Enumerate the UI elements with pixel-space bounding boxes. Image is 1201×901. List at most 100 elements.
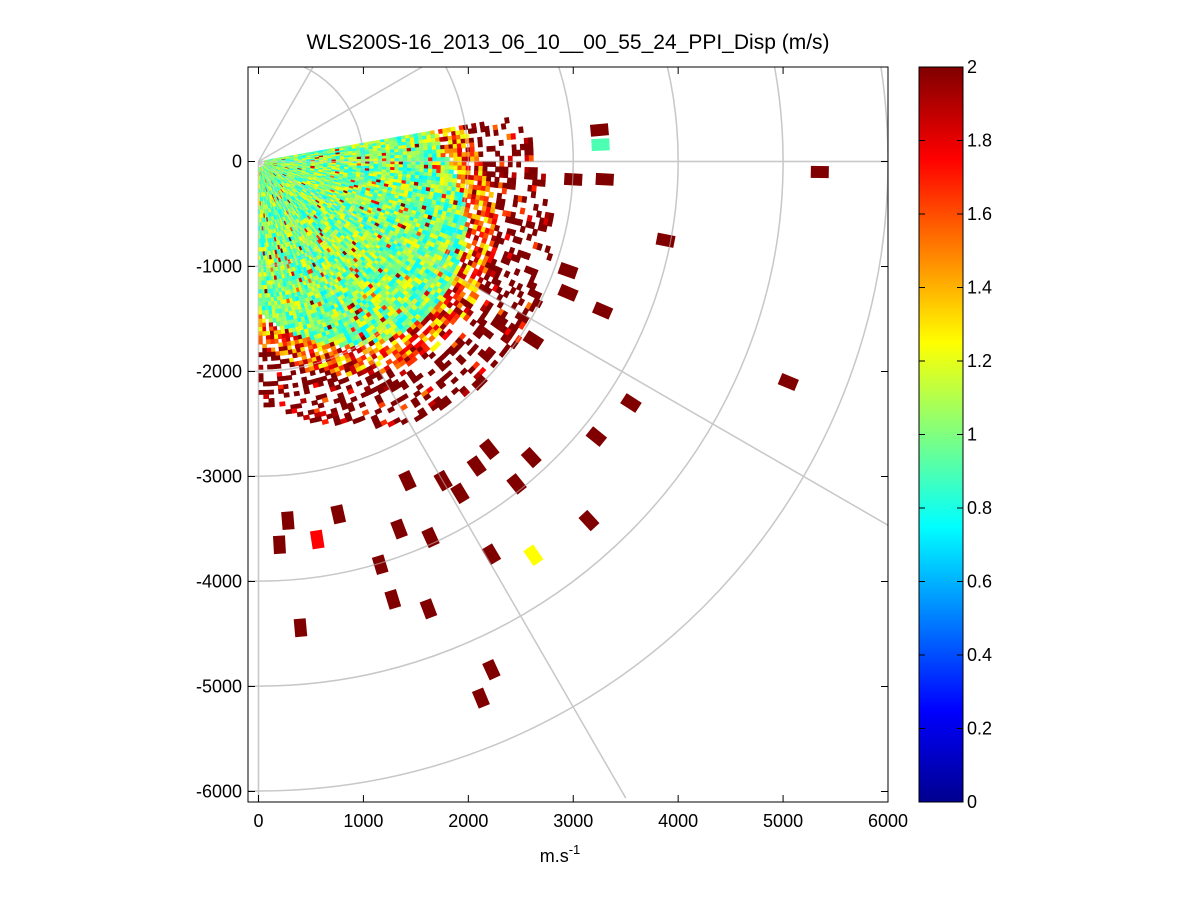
sector-cell bbox=[477, 175, 483, 182]
sector-cell bbox=[500, 123, 507, 130]
sector-cell bbox=[494, 176, 500, 183]
sector-cell bbox=[266, 347, 272, 353]
sector-cell bbox=[532, 203, 539, 212]
sector-cell bbox=[524, 172, 530, 180]
sector-cell bbox=[402, 154, 408, 159]
sector-cell bbox=[440, 144, 446, 150]
sector-cell bbox=[457, 152, 463, 158]
sector-cell bbox=[275, 321, 281, 327]
sector-cell bbox=[461, 161, 467, 167]
sector-cell bbox=[440, 157, 446, 162]
colorbar-tick-label: 0.8 bbox=[967, 498, 992, 518]
sector-cell bbox=[268, 397, 275, 404]
isolated-cell bbox=[589, 123, 609, 137]
sector-cell bbox=[271, 364, 277, 370]
isolated-cell-rect bbox=[293, 618, 308, 638]
sector-cell bbox=[411, 164, 417, 169]
sector-cell bbox=[268, 402, 275, 408]
sector-cell bbox=[514, 255, 522, 264]
sector-cell bbox=[276, 376, 283, 382]
sector-cell bbox=[469, 175, 475, 181]
sector-cell bbox=[503, 166, 509, 173]
sector-cell bbox=[513, 268, 521, 277]
sector-cell bbox=[427, 153, 433, 159]
sector-cell bbox=[373, 155, 379, 160]
sector-cell bbox=[531, 185, 537, 193]
sector-cell bbox=[261, 326, 267, 332]
sector-cell bbox=[264, 297, 269, 303]
sector-cell bbox=[411, 154, 417, 159]
sector-cell bbox=[436, 153, 442, 158]
sector-cell bbox=[474, 165, 480, 172]
sector-cell bbox=[491, 161, 496, 168]
sector-cell bbox=[402, 164, 408, 169]
sector-cell bbox=[260, 280, 265, 286]
colorbar-tick-label: 1.8 bbox=[967, 131, 992, 151]
sector-cell bbox=[453, 161, 459, 167]
sector-cell bbox=[432, 153, 438, 159]
sector-cell bbox=[261, 293, 265, 299]
sector-cell bbox=[377, 155, 383, 160]
sector-cell bbox=[495, 150, 501, 157]
sector-cell bbox=[427, 149, 433, 155]
sector-cell bbox=[448, 173, 454, 179]
sector-cell bbox=[436, 161, 442, 166]
sector-cell bbox=[303, 388, 311, 395]
colorbar bbox=[918, 66, 964, 803]
sector-cell bbox=[524, 155, 530, 162]
sector-cell bbox=[481, 180, 487, 187]
sector-cell bbox=[263, 389, 270, 395]
sector-cell bbox=[427, 168, 433, 174]
sector-cell bbox=[447, 139, 454, 146]
sector-cell bbox=[423, 172, 429, 177]
x-tick-label: 5000 bbox=[763, 811, 803, 831]
sector-cell bbox=[268, 389, 275, 395]
sector-cell bbox=[535, 210, 542, 218]
sector-cell bbox=[468, 179, 475, 186]
sector-cell bbox=[406, 147, 412, 153]
sector-cell bbox=[507, 161, 513, 168]
sector-cell bbox=[457, 156, 463, 162]
sector-cell bbox=[419, 164, 425, 170]
sector-cell bbox=[262, 268, 267, 274]
isolated-cell-rect bbox=[810, 165, 829, 179]
sector-cell bbox=[406, 164, 412, 169]
sector-cell bbox=[394, 155, 400, 159]
sector-cell bbox=[275, 363, 282, 369]
sector-cell bbox=[516, 236, 523, 245]
sector-cell bbox=[386, 155, 392, 160]
sector-cell bbox=[493, 129, 499, 137]
sector-cell bbox=[499, 161, 505, 168]
sector-cell bbox=[264, 305, 269, 311]
sector-cell bbox=[461, 152, 467, 158]
sector-cell bbox=[270, 355, 277, 361]
sector-cell bbox=[486, 171, 492, 178]
isolated-cell-rect bbox=[272, 535, 286, 555]
x-tick-label: 6000 bbox=[868, 811, 908, 831]
sector-cell bbox=[263, 293, 268, 299]
sector-cell bbox=[436, 149, 442, 155]
sector-cell bbox=[448, 169, 454, 175]
sector-cell bbox=[511, 172, 517, 179]
sector-cell bbox=[449, 161, 454, 167]
sector-cell bbox=[266, 351, 272, 357]
sector-cell bbox=[369, 163, 375, 167]
sector-cell bbox=[292, 352, 298, 359]
sector-cell bbox=[528, 167, 534, 174]
sector-cell bbox=[490, 171, 496, 178]
sector-cell bbox=[283, 392, 290, 398]
sector-cell bbox=[267, 364, 273, 370]
sector-cell bbox=[440, 152, 446, 158]
sector-cell bbox=[436, 165, 442, 170]
sector-cell bbox=[440, 169, 446, 175]
sector-cell bbox=[519, 225, 526, 234]
sector-cell bbox=[265, 339, 271, 345]
sector-cell bbox=[264, 301, 269, 307]
sector-cell bbox=[269, 338, 275, 345]
sector-cell bbox=[510, 183, 516, 190]
isolated-cell-rect bbox=[591, 138, 610, 152]
sector-cell bbox=[504, 233, 511, 241]
sector-cell bbox=[427, 145, 433, 151]
colorbar-tick-label: 0 bbox=[967, 792, 977, 812]
